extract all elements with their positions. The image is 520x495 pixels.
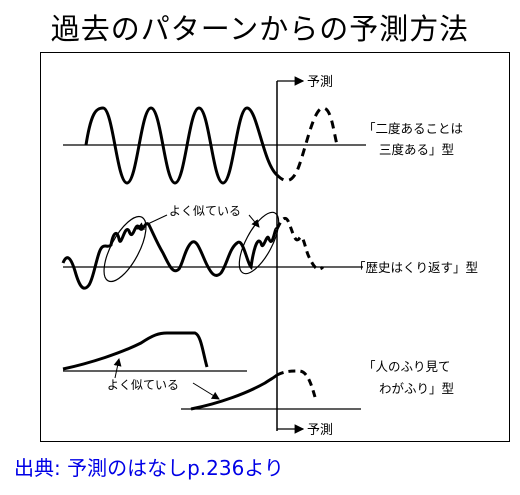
figure-frame: 予測 「二度あることは 三度ある」型 よく似ている 「歴史はくり返す」型 よく似… <box>40 52 510 442</box>
pattern-3-label-line-1: 「人のふり見て <box>363 359 451 374</box>
current-curve-forecast <box>276 369 317 398</box>
forecast-label-top: 予測 <box>307 75 333 90</box>
forecast-diagram: 予測 「二度あることは 三度ある」型 よく似ている 「歴史はくり返す」型 よく似… <box>61 75 478 438</box>
pattern-3-label-line-2: わがふり」型 <box>379 381 454 396</box>
forecast-label-bottom: 予測 <box>307 423 333 438</box>
source-citation: 出典: 予測のはなしp.236より <box>14 456 284 480</box>
similar-arrow-left <box>136 214 168 230</box>
similar-arrow-3a <box>113 358 122 379</box>
current-curve-past <box>190 373 279 411</box>
pattern-1-label-line-1: 「二度あることは <box>363 121 463 136</box>
pattern-1-label-line-2: 三度ある」型 <box>379 142 454 157</box>
similar-arrow-right <box>248 214 260 228</box>
similar-label-2: よく似ている <box>107 378 179 392</box>
similar-label-1: よく似ている <box>169 204 241 218</box>
sine-wave-past <box>84 106 279 185</box>
history-wave-forecast <box>275 216 325 271</box>
history-wave-past <box>61 222 279 290</box>
similarity-ellipse-1 <box>103 215 147 283</box>
sine-wave-forecast <box>275 106 339 182</box>
similar-arrow-3b <box>192 382 220 400</box>
reference-curve <box>62 331 209 371</box>
similarity-ellipse-2 <box>238 211 280 275</box>
pattern-2-label: 「歴史はくり返す」型 <box>353 260 478 275</box>
slide-title: 過去のパターンからの予測方法 <box>50 12 470 46</box>
